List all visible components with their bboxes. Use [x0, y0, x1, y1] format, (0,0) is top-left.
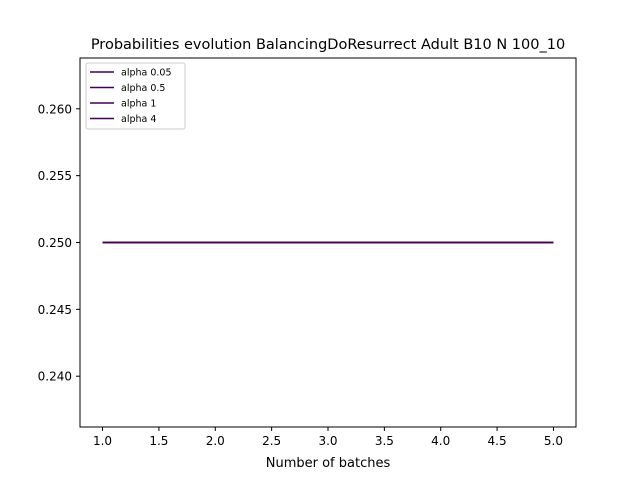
x-tick-label: 2.0 [206, 434, 225, 448]
y-tick-label: 0.245 [38, 303, 72, 317]
x-tick-label: 3.5 [375, 434, 394, 448]
legend-box [85, 62, 186, 130]
x-tick-label: 4.0 [431, 434, 450, 448]
y-tick-label: 0.240 [38, 370, 72, 384]
legend-label-0: alpha 0.05 [121, 68, 172, 79]
y-tick-label: 0.250 [38, 236, 72, 250]
legend: alpha 0.05 alpha 0.5 alpha 1 alpha 4 [85, 62, 186, 130]
y-tick-label: 0.255 [38, 169, 72, 183]
chart-title: Probabilities evolution BalancingDoResur… [91, 37, 565, 53]
x-tick-label: 5.0 [544, 434, 563, 448]
x-axis: 1.0 1.5 2.0 2.5 3.0 3.5 4.0 4.5 5.0 [93, 427, 563, 448]
x-tick-label: 2.5 [262, 434, 281, 448]
legend-label-3: alpha 4 [121, 114, 156, 125]
legend-label-1: alpha 0.5 [121, 83, 165, 94]
x-tick-label: 1.5 [149, 434, 168, 448]
x-tick-label: 1.0 [93, 434, 112, 448]
x-tick-label: 3.0 [318, 434, 337, 448]
y-tick-label: 0.260 [38, 102, 72, 116]
y-axis: 0.240 0.245 0.250 0.255 0.260 [38, 102, 80, 384]
legend-label-2: alpha 1 [121, 99, 156, 110]
x-axis-label: Number of batches [266, 456, 391, 471]
x-tick-label: 4.5 [488, 434, 507, 448]
